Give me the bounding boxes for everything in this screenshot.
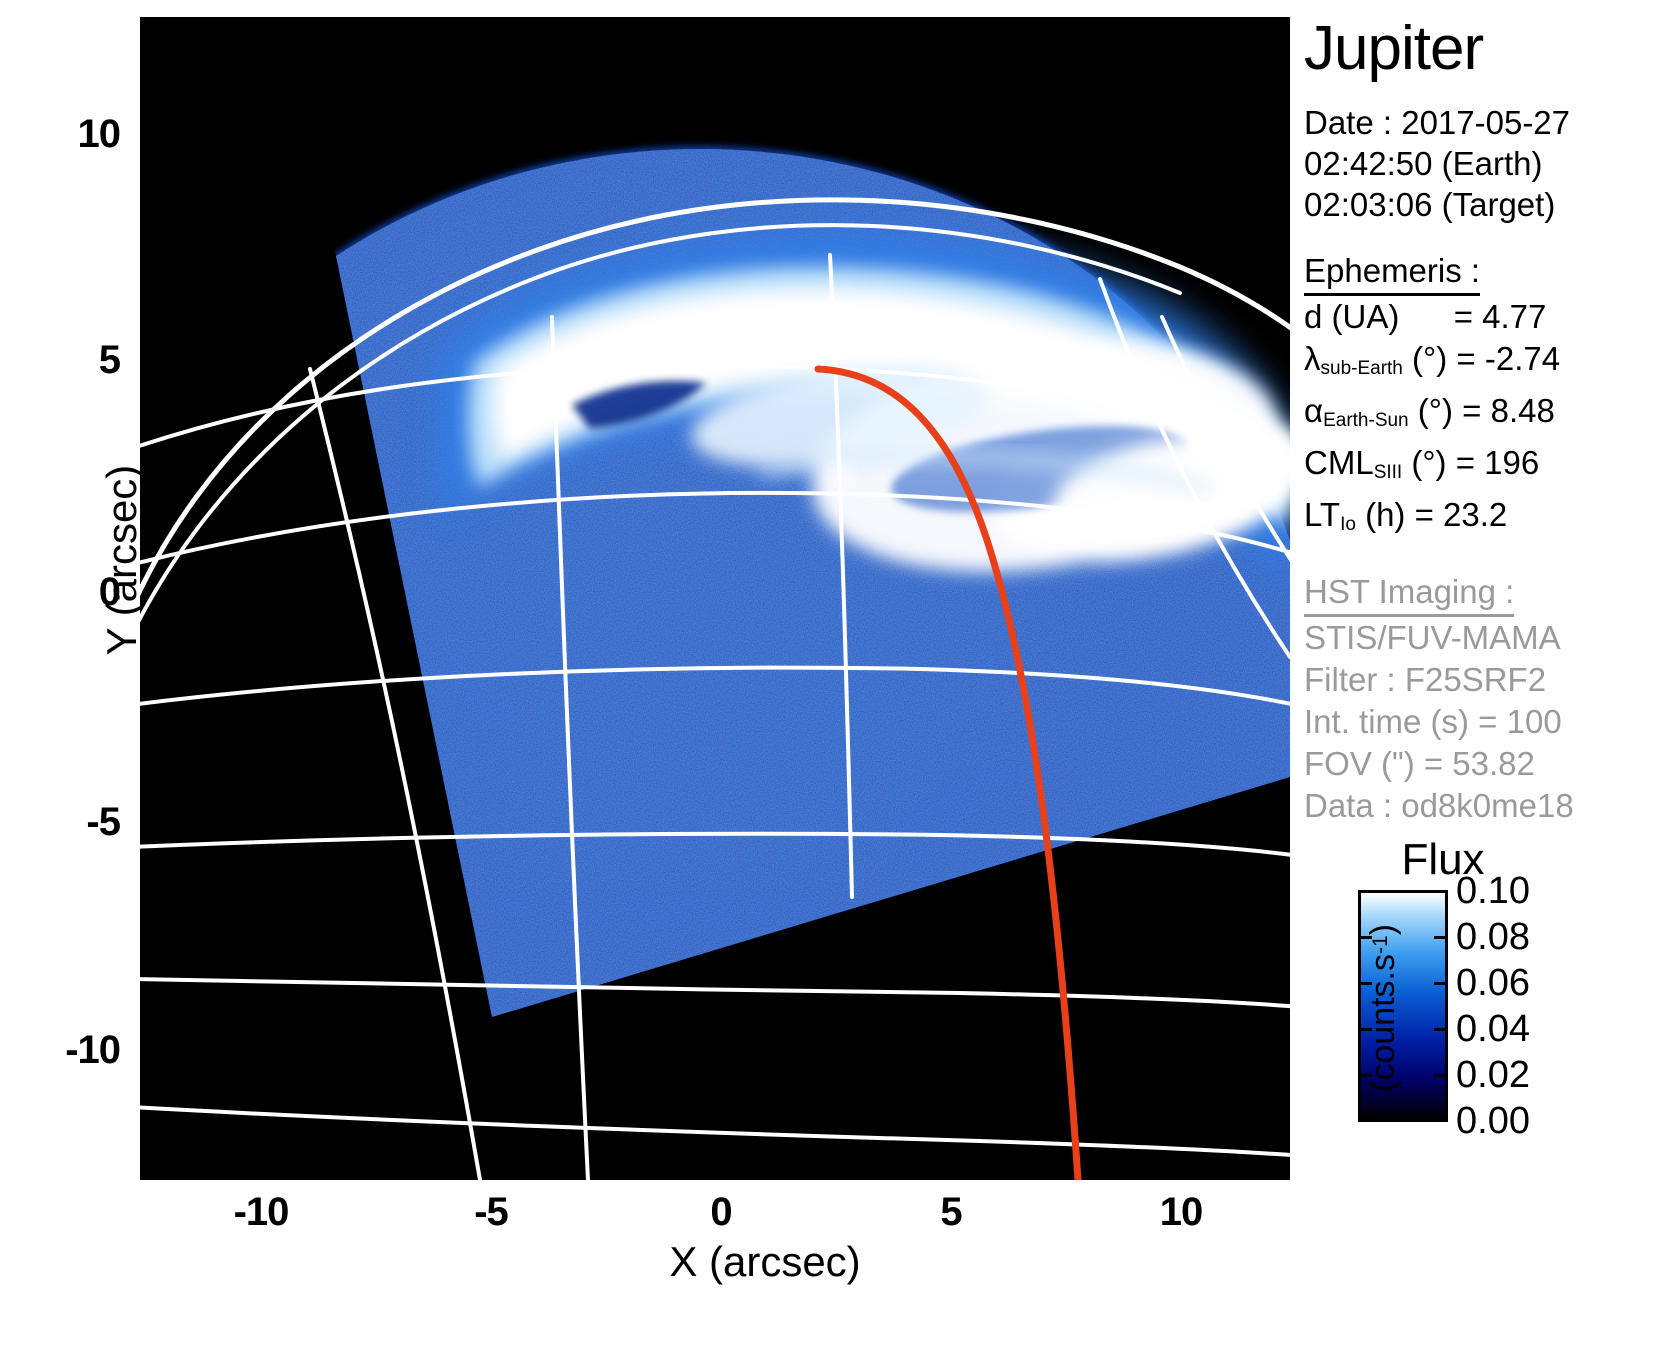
x-tick-5: 5 xyxy=(940,1190,962,1234)
lt-value: = 23.2 xyxy=(1414,496,1508,533)
lt-unit: (h) xyxy=(1365,496,1406,533)
terminator-arc xyxy=(140,223,1182,623)
io-footprint-track xyxy=(814,365,1082,1180)
x-tick-m5: -5 xyxy=(474,1190,509,1234)
y-axis-title: Y (arcsec) xyxy=(98,464,145,656)
observation-info-panel: Jupiter Date : 2017-05-27 02:42:50 (Eart… xyxy=(1300,0,1677,824)
main-auroral-oval xyxy=(468,266,1290,529)
cml-unit: (°) xyxy=(1411,444,1447,481)
hst-filter: Filter : F25SRF2 xyxy=(1304,661,1547,698)
distance-label: d (UA) xyxy=(1304,298,1400,335)
latitude-equator xyxy=(140,977,1290,1009)
hst-instrument: STIS/FUV-MAMA xyxy=(1304,619,1561,656)
y-tick-0: 0 xyxy=(98,570,121,614)
colorbar-title: Flux xyxy=(1401,835,1485,884)
observation-time-earth: 02:42:50 (Earth) xyxy=(1304,145,1543,182)
colorbar-units-main: (counts.s xyxy=(1364,954,1402,1092)
alpha-symbol: α xyxy=(1304,392,1324,429)
ephemeris-cml: CMLSIII (°) = 196 xyxy=(1304,442,1677,494)
lambda-value: = -2.74 xyxy=(1456,340,1561,377)
colorbar-tick-002-r xyxy=(1434,1074,1448,1077)
hst-imaging-heading: HST Imaging : xyxy=(1304,572,1515,617)
longitude-meridian-2 xyxy=(550,315,590,1180)
colorbar-tick-004 xyxy=(1358,1028,1372,1031)
latitude-parallel-m15 xyxy=(140,1105,1290,1157)
longitude-meridian-3 xyxy=(828,253,854,899)
x-axis-title: X (arcsec) xyxy=(669,1238,861,1285)
alpha-value: = 8.48 xyxy=(1462,392,1555,429)
longitude-meridian-4 xyxy=(1098,277,1290,659)
colorbar-tick-004-r xyxy=(1434,1028,1448,1031)
observation-date: Date : 2017-05-27 xyxy=(1304,104,1571,141)
colorbar-tick-008 xyxy=(1358,936,1372,939)
y-tick-5: 5 xyxy=(98,338,121,382)
colorbar-label-000: 0.00 xyxy=(1456,1100,1530,1142)
colorbar-tick-002 xyxy=(1358,1074,1372,1077)
alpha-unit: (°) xyxy=(1417,392,1453,429)
planetographic-grid xyxy=(140,197,1290,1180)
longitude-meridian-1 xyxy=(308,367,482,1180)
x-tick-m10: -10 xyxy=(233,1190,290,1234)
lambda-symbol: λ xyxy=(1304,340,1321,377)
latitude-parallel-45 xyxy=(140,490,1290,565)
longitude-meridian-5 xyxy=(1160,315,1290,563)
colorbar-label-004: 0.04 xyxy=(1456,1008,1530,1050)
page-title: Jupiter xyxy=(1304,14,1484,83)
ephemeris-sub-earth-latitude: λsub-Earth (°) = -2.74 xyxy=(1304,338,1677,390)
planet-limb xyxy=(140,197,1290,597)
alpha-subscript: Earth-Sun xyxy=(1323,410,1409,431)
secondary-auroral-arc xyxy=(758,448,1212,497)
colorbar-label-006: 0.06 xyxy=(1456,962,1530,1004)
latitude-parallel-15 xyxy=(140,831,1290,857)
plot-canvas xyxy=(140,17,1290,1180)
ephemeris-phase-angle: αEarth-Sun (°) = 8.48 xyxy=(1304,390,1677,442)
y-tick-m10: -10 xyxy=(65,1028,121,1072)
hst-field-of-view: FOV (") = 53.82 xyxy=(1304,745,1535,782)
colorbar-units-exponent: -1 xyxy=(1369,935,1392,955)
y-tick-10: 10 xyxy=(77,112,122,156)
colorbar-tick-008-r xyxy=(1434,936,1448,939)
x-tick-10: 10 xyxy=(1159,1190,1204,1234)
latitude-parallel-30 xyxy=(140,665,1290,706)
lt-label: LT xyxy=(1304,496,1341,533)
colorbar-label-010: 0.10 xyxy=(1456,870,1530,912)
cml-value: = 196 xyxy=(1455,444,1540,481)
hst-integration-time: Int. time (s) = 100 xyxy=(1304,703,1562,740)
colorbar-axis-title: (counts.s-1) xyxy=(1364,858,1403,1158)
hst-dataset-id: Data : od8k0me18 xyxy=(1304,787,1574,824)
colorbar-tick-006 xyxy=(1358,982,1372,985)
distance-value: = 4.77 xyxy=(1453,298,1547,335)
cml-label: CML xyxy=(1304,444,1374,481)
colorbar-gradient xyxy=(1358,890,1448,1122)
aurora-image-plot xyxy=(140,17,1290,1180)
lambda-unit: (°) xyxy=(1412,340,1448,377)
cml-subscript: SIII xyxy=(1373,462,1403,483)
lambda-subscript: sub-Earth xyxy=(1320,358,1403,379)
colorbar-label-002: 0.02 xyxy=(1456,1054,1530,1096)
x-tick-0: 0 xyxy=(710,1190,732,1234)
ephemeris-heading: Ephemeris : xyxy=(1304,251,1481,296)
flux-colorbar: Flux 0.10 0.08 0.06 0.04 0.02 0.00 (coun… xyxy=(1330,838,1677,1198)
observation-time-target: 02:03:06 (Target) xyxy=(1304,186,1556,223)
ephemeris-distance: d (UA) = 4.77 xyxy=(1304,296,1677,338)
ephemeris-io-local-time: LTIo (h) = 23.2 xyxy=(1304,494,1677,546)
oval-dark-notch xyxy=(572,381,706,429)
lt-subscript: Io xyxy=(1340,514,1356,535)
y-tick-m5: -5 xyxy=(86,800,121,844)
colorbar-tick-006-r xyxy=(1434,982,1448,985)
latitude-parallel-60 xyxy=(140,363,1290,451)
colorbar-label-008: 0.08 xyxy=(1456,916,1530,958)
colorbar-units-tail: ) xyxy=(1364,924,1402,936)
